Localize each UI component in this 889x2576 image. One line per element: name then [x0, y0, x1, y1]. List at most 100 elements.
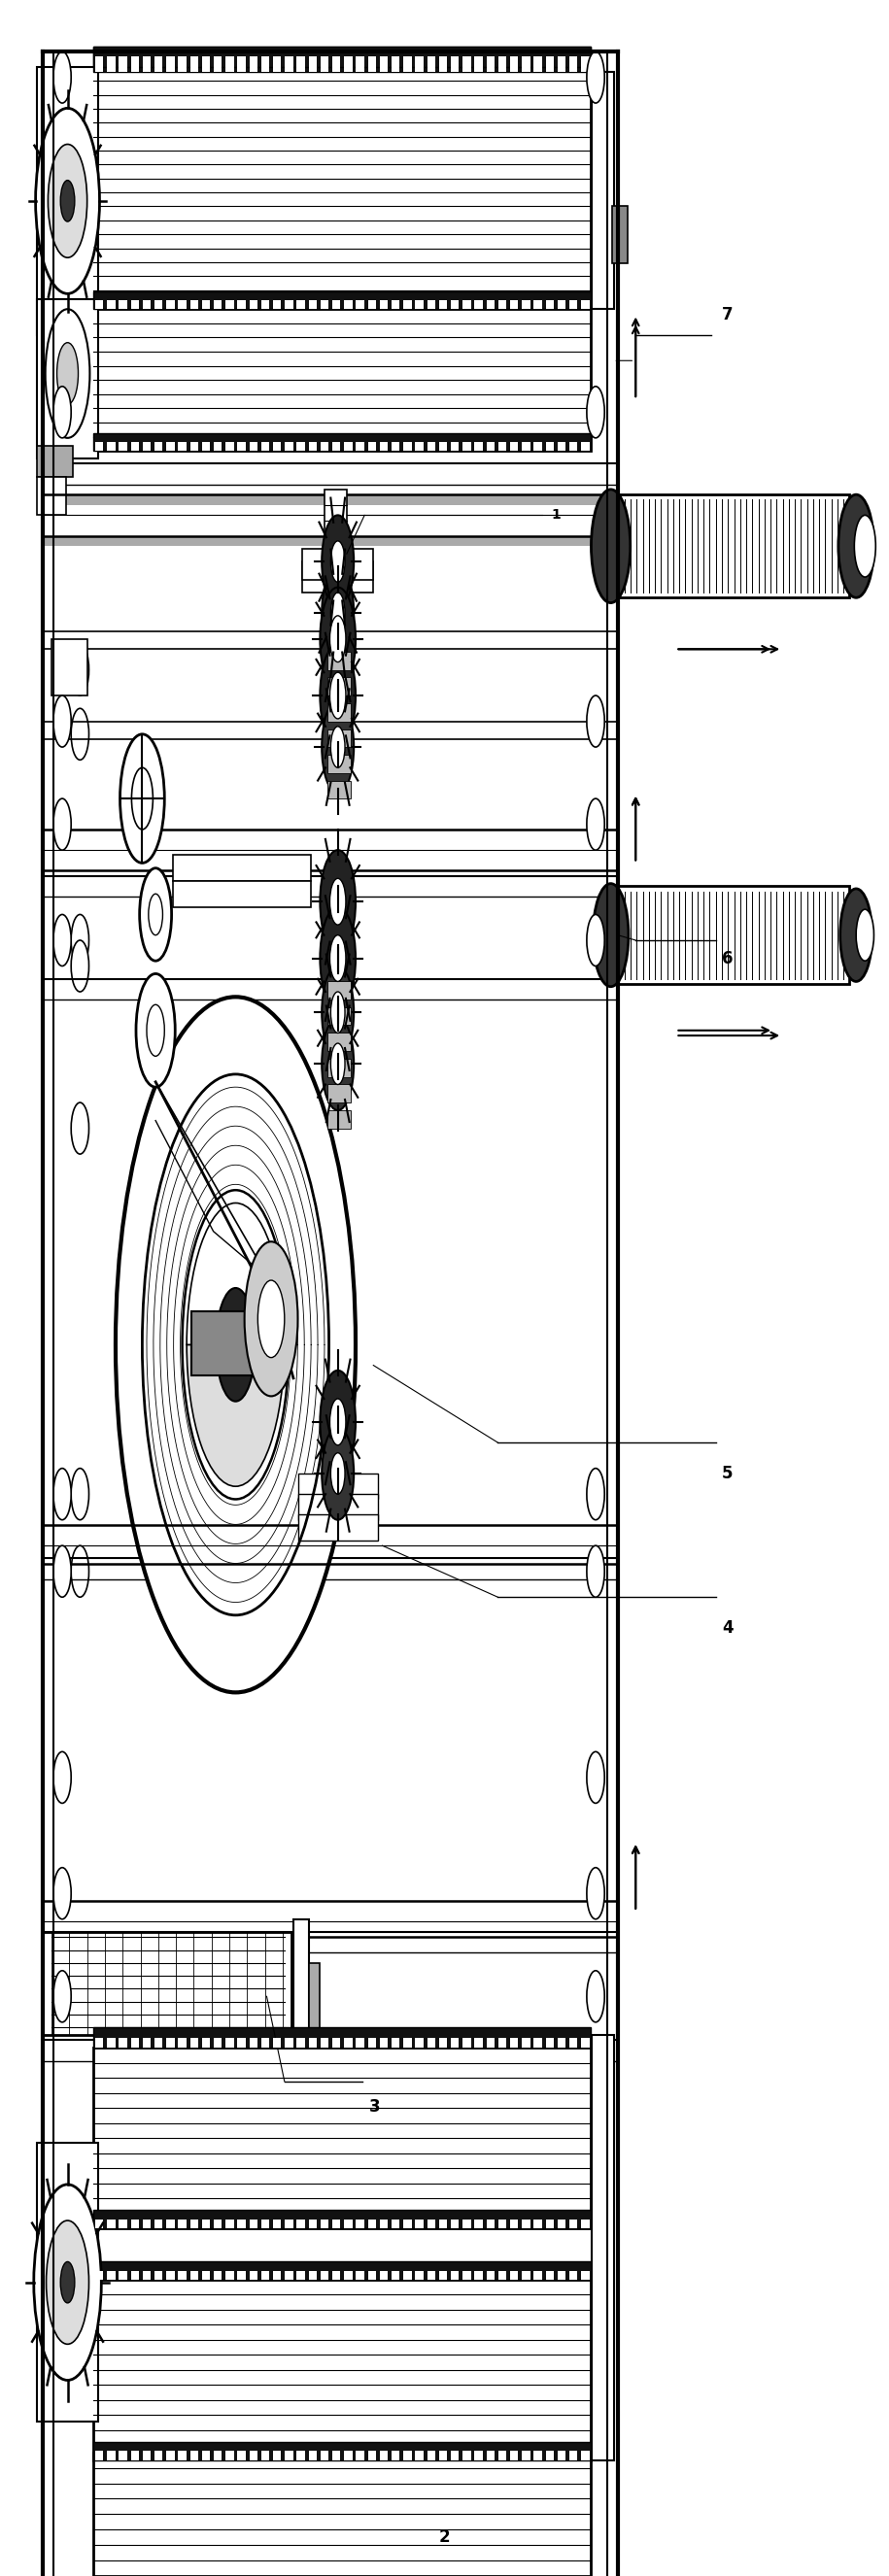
- Bar: [498, 2221, 507, 2228]
- Bar: [213, 2038, 222, 2048]
- Bar: [439, 2272, 447, 2280]
- Bar: [510, 2272, 518, 2280]
- Bar: [190, 2452, 198, 2460]
- Bar: [213, 2272, 222, 2280]
- Bar: [475, 443, 483, 451]
- Bar: [261, 301, 269, 309]
- Bar: [107, 443, 116, 451]
- Bar: [95, 2452, 103, 2460]
- Bar: [332, 2038, 340, 2048]
- Circle shape: [147, 1005, 164, 1056]
- Circle shape: [587, 1971, 605, 2022]
- Bar: [226, 2452, 234, 2460]
- Bar: [273, 57, 281, 67]
- Circle shape: [244, 1242, 298, 1396]
- Bar: [37, 67, 98, 335]
- Circle shape: [331, 1043, 345, 1084]
- Bar: [131, 2221, 139, 2228]
- Bar: [237, 2452, 245, 2460]
- Bar: [569, 2221, 578, 2228]
- Bar: [202, 2452, 210, 2460]
- Bar: [439, 2221, 447, 2228]
- Bar: [533, 301, 542, 309]
- Bar: [166, 301, 174, 309]
- Bar: [155, 2221, 163, 2228]
- Bar: [93, 2442, 591, 2460]
- Circle shape: [60, 180, 75, 222]
- Bar: [510, 301, 518, 309]
- Bar: [131, 2452, 139, 2460]
- Bar: [131, 301, 139, 309]
- Bar: [226, 2038, 234, 2048]
- Bar: [213, 301, 222, 309]
- Bar: [131, 2038, 139, 2048]
- Bar: [569, 2272, 578, 2280]
- Bar: [309, 1963, 320, 2035]
- Bar: [131, 2272, 139, 2280]
- Bar: [142, 2221, 151, 2228]
- Circle shape: [53, 1868, 71, 1919]
- Bar: [190, 59, 198, 72]
- Text: 7: 7: [722, 307, 733, 322]
- Bar: [546, 2452, 554, 2460]
- Bar: [533, 57, 542, 67]
- Bar: [380, 443, 388, 451]
- Circle shape: [587, 799, 605, 850]
- Circle shape: [120, 734, 164, 863]
- Bar: [226, 2221, 234, 2228]
- Bar: [618, 886, 849, 984]
- Bar: [344, 2272, 352, 2280]
- Bar: [581, 2038, 589, 2048]
- Circle shape: [53, 1971, 71, 2022]
- Bar: [344, 2452, 352, 2460]
- Circle shape: [331, 541, 345, 582]
- Bar: [308, 57, 316, 67]
- Bar: [569, 2452, 578, 2460]
- Bar: [462, 2272, 471, 2280]
- Bar: [439, 59, 447, 72]
- Bar: [522, 2452, 530, 2460]
- Bar: [498, 57, 507, 67]
- Bar: [356, 2221, 364, 2228]
- Bar: [462, 443, 471, 451]
- Bar: [546, 2221, 554, 2228]
- Bar: [320, 2038, 329, 2048]
- Bar: [427, 2221, 436, 2228]
- Bar: [427, 59, 436, 72]
- Bar: [308, 2452, 316, 2460]
- Circle shape: [330, 672, 346, 719]
- Bar: [93, 2210, 591, 2228]
- Bar: [178, 443, 187, 451]
- Circle shape: [330, 616, 346, 662]
- Bar: [404, 2221, 412, 2228]
- Bar: [462, 2221, 471, 2228]
- Bar: [302, 562, 373, 592]
- Bar: [293, 1919, 309, 2074]
- Bar: [498, 2452, 507, 2460]
- Bar: [415, 2038, 423, 2048]
- Bar: [327, 981, 350, 999]
- Text: 1: 1: [551, 507, 561, 523]
- Bar: [37, 299, 98, 459]
- Bar: [173, 881, 311, 907]
- Bar: [308, 2038, 316, 2048]
- Bar: [439, 2452, 447, 2460]
- Bar: [119, 59, 127, 72]
- Bar: [462, 57, 471, 67]
- Circle shape: [331, 592, 345, 634]
- Circle shape: [856, 909, 874, 961]
- Circle shape: [587, 386, 605, 438]
- Bar: [308, 59, 316, 72]
- Circle shape: [71, 1103, 89, 1154]
- Bar: [297, 59, 305, 72]
- Circle shape: [258, 1280, 284, 1358]
- Bar: [93, 291, 591, 309]
- Bar: [475, 2272, 483, 2280]
- Bar: [368, 2452, 376, 2460]
- Bar: [261, 2221, 269, 2228]
- Circle shape: [140, 868, 172, 961]
- Bar: [344, 2038, 352, 2048]
- Bar: [93, 2280, 591, 2460]
- Bar: [95, 2038, 103, 2048]
- Bar: [308, 443, 316, 451]
